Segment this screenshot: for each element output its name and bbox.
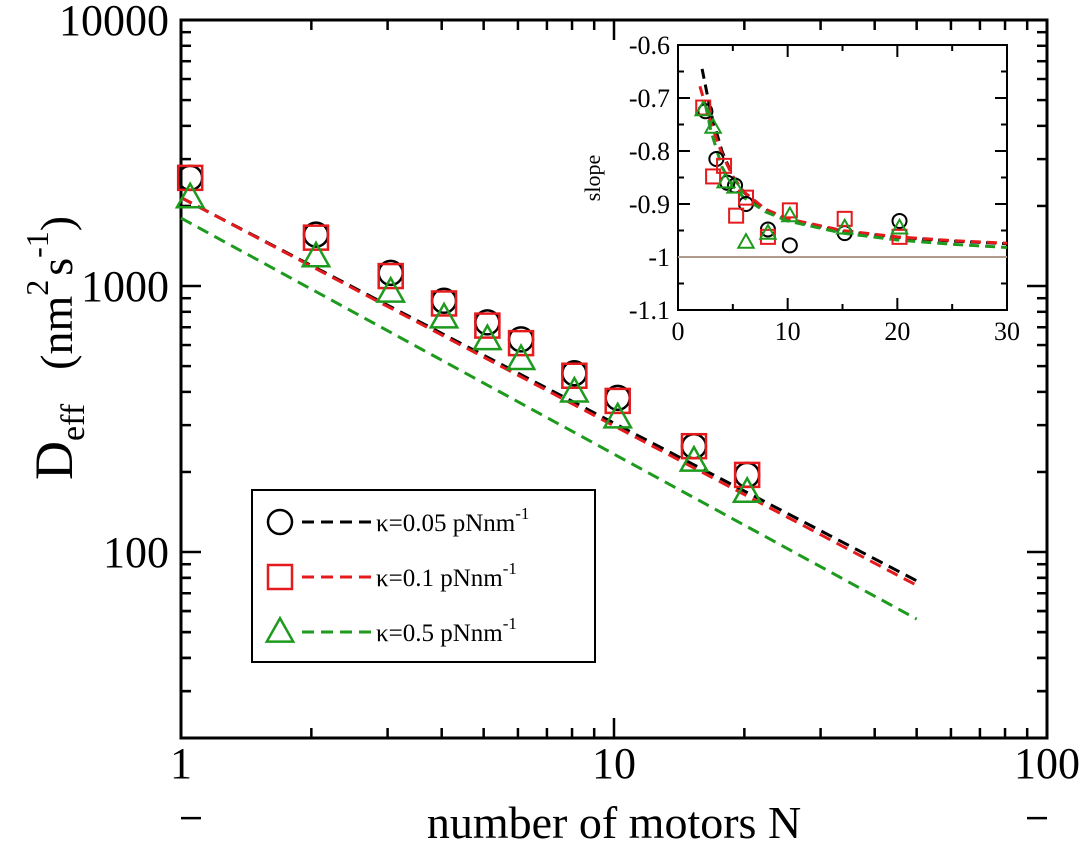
data-point-triangle xyxy=(559,375,590,403)
inset-y-tick-label: -0.8 xyxy=(629,137,670,166)
fit-line-series-2 xyxy=(180,216,918,621)
inset-fit-line-series-1 xyxy=(698,85,1008,245)
x-tick-label: 10 xyxy=(592,739,636,788)
inset-data-point-circle xyxy=(891,212,908,229)
data-point-triangle xyxy=(174,181,206,209)
inset-data-point-triangle xyxy=(736,232,756,249)
inset-data-point-triangle xyxy=(835,217,855,235)
data-point-triangle xyxy=(375,275,407,303)
inset-x-tick-label: 20 xyxy=(884,317,910,346)
legend-label-sup: -1 xyxy=(503,559,517,578)
data-point-triangle xyxy=(678,444,710,472)
inset-data-point-triangle xyxy=(703,117,723,134)
data-point-square xyxy=(176,164,204,192)
y-tick-label: 1000 xyxy=(81,262,169,311)
y-label-base: D xyxy=(24,441,84,480)
inset-data-point-square xyxy=(836,210,853,227)
y-label-unit-sup2: -1 xyxy=(19,231,55,258)
inset-data-point-triangle xyxy=(890,217,909,235)
data-point-square xyxy=(561,362,588,389)
x-tick-label: 1 xyxy=(170,739,192,788)
x-tick-label: 100 xyxy=(1014,739,1080,788)
data-point-square xyxy=(733,461,761,489)
legend: κ=0.05 pNnm-1κ=0.1 pNnm-1κ=0.5 pNnm-1 xyxy=(251,489,596,663)
data-point-square xyxy=(302,224,330,251)
svg-text:Deff(nm2s-1): Deff (nm2 s-1) xyxy=(19,216,92,480)
y-tick-label: 10000 xyxy=(59,0,169,45)
inset-y-tick-label: -1 xyxy=(648,243,670,272)
main-fit-lines xyxy=(180,196,918,621)
y-label-unit-sup1: 2 xyxy=(19,280,55,296)
inset-data-point-square xyxy=(891,228,908,245)
legend-label-text: κ=0.1 pNnm xyxy=(376,565,503,592)
inset-x-tick-label: 10 xyxy=(775,317,801,346)
data-point-triangle xyxy=(731,475,763,504)
inset-x-tick-label: 0 xyxy=(672,317,685,346)
y-label-unit-open: (nm xyxy=(31,296,82,370)
inset-data-point-triangle xyxy=(715,171,735,189)
legend-marker-square xyxy=(266,563,294,591)
data-point-triangle xyxy=(472,323,503,351)
data-point-square xyxy=(604,387,631,415)
inset-fit-line-series-2 xyxy=(703,104,1008,249)
inset-data-point-triangle xyxy=(725,176,745,194)
data-point-triangle xyxy=(300,240,332,268)
y-label-sub: eff xyxy=(55,403,92,441)
legend-label-0: κ=0.05 pNnm-1 xyxy=(376,504,529,537)
fit-line-series-1 xyxy=(180,196,918,587)
inset-y-tick-label: -0.6 xyxy=(629,31,670,60)
main-data-points xyxy=(174,164,763,504)
inset-data-point-square xyxy=(705,168,722,185)
inset-data-point-square xyxy=(716,157,733,174)
data-point-triangle xyxy=(602,401,634,429)
data-point-circle xyxy=(733,461,761,489)
inset-data-point-triangle xyxy=(693,99,713,117)
legend-label-sup: -1 xyxy=(503,614,517,633)
inset-y-axis-label: slope xyxy=(580,155,605,201)
legend-label-sup: -1 xyxy=(515,504,529,523)
inset-data-point-circle xyxy=(781,237,798,254)
data-point-square xyxy=(430,290,458,317)
data-point-triangle xyxy=(505,343,537,371)
y-label-unit-mid: s xyxy=(31,258,82,276)
inset-data-point-square xyxy=(781,202,798,219)
y-tick-label: 100 xyxy=(103,528,169,577)
main-y-axis-label: Deff (nm2 s-1) xyxy=(19,216,92,480)
data-point-triangle xyxy=(428,301,460,329)
legend-label-text: κ=0.5 pNnm xyxy=(376,620,503,647)
legend-marker-circle xyxy=(266,508,294,536)
inset-data-point-triangle xyxy=(758,223,778,240)
inset-fit-lines xyxy=(698,68,1008,249)
legend-label-1: κ=0.1 pNnm-1 xyxy=(376,559,517,592)
inset-y-tick-label: -0.9 xyxy=(629,190,670,219)
y-label-unit-close: ) xyxy=(31,216,82,231)
inset-data-point-square xyxy=(728,207,745,224)
main-axis-ticks xyxy=(179,20,1047,820)
data-point-square xyxy=(474,312,501,339)
inset-data-points xyxy=(693,99,909,254)
inset-data-point-square xyxy=(737,189,754,206)
legend-label-2: κ=0.5 pNnm-1 xyxy=(376,614,517,647)
legend-marker-triangle xyxy=(264,615,296,643)
inset-y-tick-label: -0.7 xyxy=(629,84,670,113)
inset-y-tick-label: -1.1 xyxy=(629,296,670,325)
data-point-square xyxy=(680,432,708,460)
legend-label-text: κ=0.05 pNnm xyxy=(376,510,516,537)
main-x-axis-label: number of motors N xyxy=(427,797,801,841)
inset-x-tick-label: 30 xyxy=(994,317,1020,346)
data-point-square xyxy=(377,262,404,290)
inset-data-point-triangle xyxy=(780,205,800,223)
inset-tick-labels: 0 10 20 30 -0.6 -0.7 -0.8 -0.9 -1 -1.1 xyxy=(629,31,1020,346)
data-point-square xyxy=(507,329,535,357)
